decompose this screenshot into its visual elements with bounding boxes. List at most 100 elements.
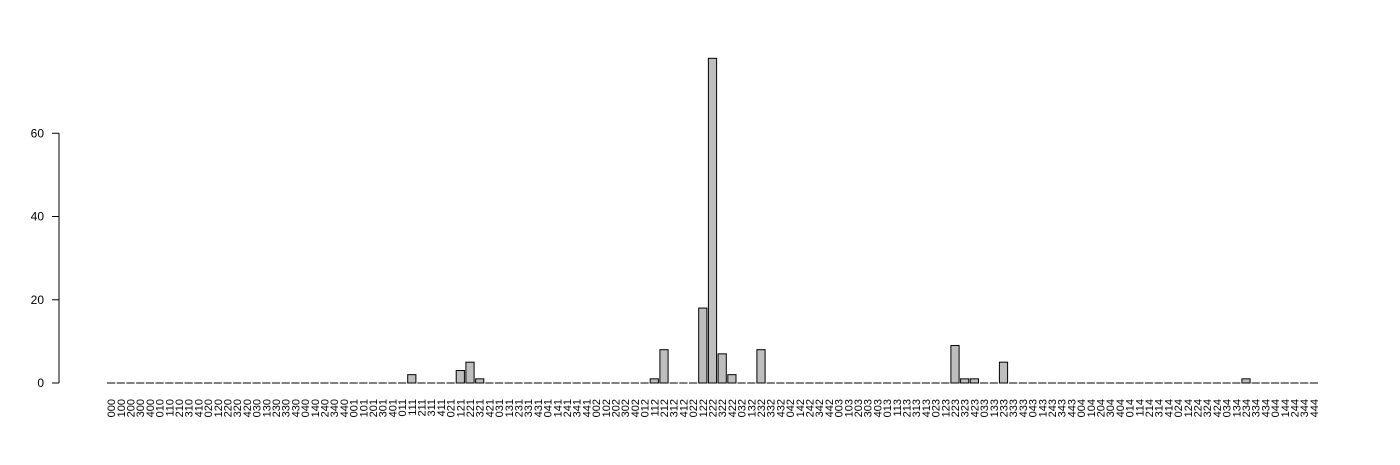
x-tick-label-430: 430 bbox=[290, 399, 302, 417]
x-tick-label-003: 003 bbox=[834, 399, 846, 417]
x-tick-label-132: 132 bbox=[746, 399, 758, 417]
x-tick-label-412: 412 bbox=[678, 399, 690, 417]
x-tick-label-230: 230 bbox=[271, 399, 283, 417]
x-tick-label-021: 021 bbox=[446, 399, 458, 417]
x-tick-label-142: 142 bbox=[795, 399, 807, 417]
bar-112 bbox=[649, 378, 659, 384]
x-tick-label-310: 310 bbox=[184, 399, 196, 417]
x-tick-label-202: 202 bbox=[611, 399, 623, 417]
x-tick-label-221: 221 bbox=[465, 399, 477, 417]
x-tick-label-140: 140 bbox=[310, 399, 322, 417]
x-tick-label-324: 324 bbox=[1202, 399, 1214, 417]
x-tick-label-303: 303 bbox=[863, 399, 875, 417]
x-tick-label-131: 131 bbox=[504, 399, 516, 417]
x-tick-label-300: 300 bbox=[135, 399, 147, 417]
y-axis: 0 20 40 60 bbox=[31, 126, 60, 390]
x-tick-label-334: 334 bbox=[1251, 399, 1263, 417]
x-tick-label-123: 123 bbox=[940, 399, 952, 417]
x-tick-label-102: 102 bbox=[601, 399, 613, 417]
x-tick-label-313: 313 bbox=[911, 399, 923, 417]
x-tick-label-022: 022 bbox=[688, 399, 700, 417]
x-tick-label-312: 312 bbox=[669, 399, 681, 417]
x-tick-label-244: 244 bbox=[1290, 399, 1302, 417]
x-tick-label-010: 010 bbox=[155, 399, 167, 417]
x-tick-label-014: 014 bbox=[1125, 399, 1137, 417]
x-tick-label-411: 411 bbox=[436, 399, 448, 417]
x-tick-label-100: 100 bbox=[116, 399, 128, 417]
x-tick-label-204: 204 bbox=[1096, 399, 1108, 417]
bar-223 bbox=[950, 345, 960, 384]
x-tick-label-111: 111 bbox=[407, 399, 419, 416]
x-tick-label-120: 120 bbox=[213, 399, 225, 417]
x-tick-label-013: 013 bbox=[882, 399, 894, 417]
x-tick-label-421: 421 bbox=[484, 399, 496, 417]
bar-122 bbox=[698, 307, 708, 384]
x-tick-label-400: 400 bbox=[145, 399, 157, 417]
x-tick-label-333: 333 bbox=[1008, 399, 1020, 417]
x-tick-label-034: 034 bbox=[1222, 399, 1234, 417]
x-tick-label-220: 220 bbox=[223, 399, 235, 417]
x-tick-label-124: 124 bbox=[1183, 399, 1195, 417]
x-tick-label-302: 302 bbox=[620, 399, 632, 417]
x-tick-label-442: 442 bbox=[824, 399, 836, 417]
x-tick-label-340: 340 bbox=[329, 399, 341, 417]
x-tick-label-024: 024 bbox=[1173, 399, 1185, 417]
x-tick-label-444: 444 bbox=[1309, 399, 1321, 417]
x-tick-label-001: 001 bbox=[349, 399, 361, 417]
x-tick-label-004: 004 bbox=[1076, 399, 1088, 417]
bar-422 bbox=[727, 374, 737, 384]
x-tick-label-413: 413 bbox=[921, 399, 933, 417]
bar-423 bbox=[969, 378, 979, 384]
x-tick-label-000: 000 bbox=[106, 399, 118, 417]
x-tick-label-041: 041 bbox=[543, 399, 555, 417]
x-tick-label-441: 441 bbox=[581, 399, 593, 417]
x-tick-label-403: 403 bbox=[872, 399, 884, 417]
x-tick-label-424: 424 bbox=[1212, 399, 1224, 417]
x-tick-label-211: 211 bbox=[417, 399, 429, 417]
x-tick-label-031: 031 bbox=[494, 399, 506, 417]
y-tick-label: 60 bbox=[31, 126, 45, 140]
x-tick-label-321: 321 bbox=[475, 399, 487, 417]
bar-233 bbox=[998, 361, 1009, 384]
x-tick-label-234: 234 bbox=[1241, 399, 1253, 417]
x-tick-label-301: 301 bbox=[378, 399, 390, 417]
bar-212 bbox=[659, 349, 669, 384]
x-tick-label-420: 420 bbox=[242, 399, 254, 417]
x-tick-label-232: 232 bbox=[756, 399, 768, 417]
x-tick-label-440: 440 bbox=[339, 399, 351, 417]
x-tick-label-443: 443 bbox=[1066, 399, 1078, 417]
x-tick-label-323: 323 bbox=[960, 399, 972, 417]
x-tick-label-033: 033 bbox=[979, 399, 991, 417]
x-tick-label-224: 224 bbox=[1193, 399, 1205, 417]
bar-323 bbox=[960, 378, 970, 384]
x-tick-label-422: 422 bbox=[727, 399, 739, 417]
x-tick-label-401: 401 bbox=[387, 399, 399, 417]
x-tick-label-320: 320 bbox=[232, 399, 244, 417]
x-tick-label-040: 040 bbox=[300, 399, 312, 417]
bars-layer bbox=[107, 57, 1318, 384]
x-tick-label-434: 434 bbox=[1260, 399, 1272, 417]
x-tick-label-330: 330 bbox=[281, 399, 293, 417]
bar-322 bbox=[717, 353, 727, 384]
x-tick-label-203: 203 bbox=[853, 399, 865, 417]
x-tick-label-020: 020 bbox=[203, 399, 215, 417]
x-tick-label-032: 032 bbox=[737, 399, 749, 417]
x-tick-label-433: 433 bbox=[1018, 399, 1030, 417]
x-tick-label-210: 210 bbox=[174, 399, 186, 417]
x-tick-label-103: 103 bbox=[843, 399, 855, 417]
x-tick-label-431: 431 bbox=[533, 399, 545, 417]
x-tick-label-101: 101 bbox=[358, 399, 370, 417]
x-tick-label-113: 113 bbox=[892, 399, 904, 417]
x-tick-label-201: 201 bbox=[368, 399, 380, 417]
x-tick-label-121: 121 bbox=[455, 399, 467, 417]
x-tick-label-002: 002 bbox=[591, 399, 603, 417]
x-tick-label-122: 122 bbox=[698, 399, 710, 417]
x-tick-label-144: 144 bbox=[1280, 399, 1292, 417]
bar-321 bbox=[475, 378, 485, 384]
x-tick-label-243: 243 bbox=[1047, 399, 1059, 417]
y-tick-label: 40 bbox=[31, 210, 45, 224]
x-tick-label-042: 042 bbox=[785, 399, 797, 417]
x-tick-label-241: 241 bbox=[562, 399, 574, 417]
x-axis: 0001002003004000101102103104100201202203… bbox=[106, 399, 1321, 417]
